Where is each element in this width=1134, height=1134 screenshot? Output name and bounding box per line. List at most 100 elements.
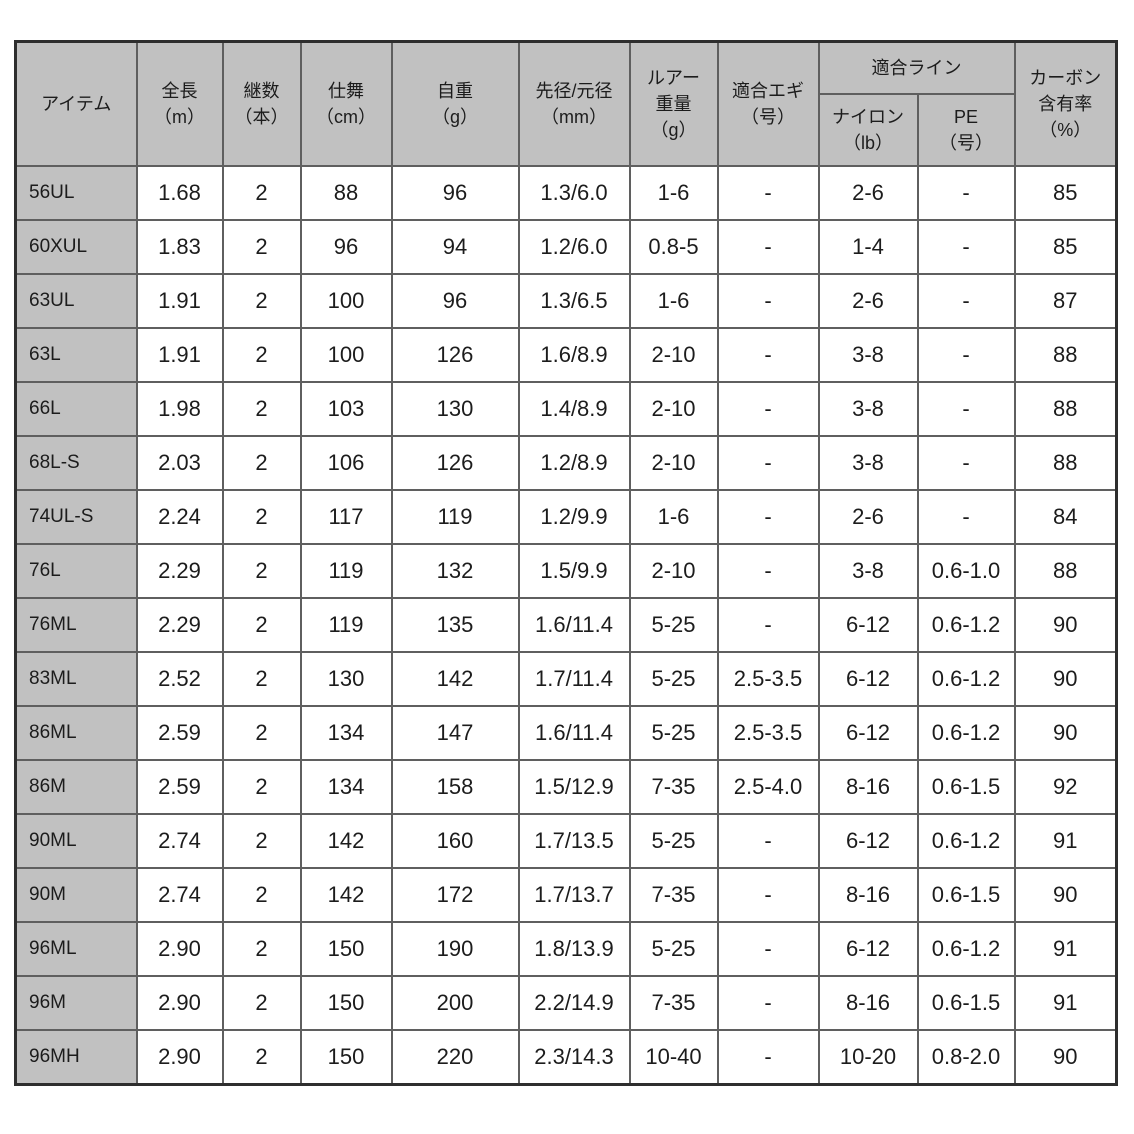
value-cell: 1.3/6.5 <box>517 273 631 329</box>
value-cell: 1-4 <box>817 219 919 275</box>
value-cell: - <box>916 489 1016 545</box>
value-cell: 119 <box>299 597 393 653</box>
value-cell: 1.8/13.9 <box>517 921 631 977</box>
value-cell: 2.5-3.5 <box>716 705 820 761</box>
table-row: 83ML 2.52 2 130 142 1.7/11.4 5-25 2.5-3.5 6-12 0.… <box>14 651 1118 707</box>
value-cell: 158 <box>390 759 520 815</box>
value-cell: 3-8 <box>817 435 919 491</box>
value-cell: 0.6-1.2 <box>916 921 1016 977</box>
value-cell: 134 <box>299 705 393 761</box>
value-cell: - <box>916 219 1016 275</box>
value-cell: 0.8-5 <box>628 219 719 275</box>
value-cell: 84 <box>1013 489 1118 545</box>
col-header-pieces: 継数 （本） <box>221 40 302 167</box>
value-cell: 5-25 <box>628 813 719 869</box>
value-cell: - <box>916 273 1016 329</box>
value-cell: 6-12 <box>817 813 919 869</box>
value-cell: 100 <box>299 273 393 329</box>
value-cell: 7-35 <box>628 759 719 815</box>
spec-table-header: アイテム 全長 （m） 継数 （本） 仕舞 （cm） 自重 （g） 先径/元径 … <box>14 40 1118 167</box>
value-cell: - <box>716 165 820 221</box>
value-cell: 1-6 <box>628 165 719 221</box>
value-cell: 2.2/14.9 <box>517 975 631 1031</box>
value-cell: 0.6-1.2 <box>916 651 1016 707</box>
value-cell: 91 <box>1013 975 1118 1031</box>
value-cell: 142 <box>299 867 393 923</box>
value-cell: 2-6 <box>817 273 919 329</box>
value-cell: 142 <box>390 651 520 707</box>
item-cell: 63L <box>14 327 138 383</box>
item-cell: 86ML <box>14 705 138 761</box>
table-row: 86M 2.59 2 134 158 1.5/12.9 7-35 2.5-4.0 8-16 0.6… <box>14 759 1118 815</box>
value-cell: 1.5/9.9 <box>517 543 631 599</box>
table-row: 96M 2.90 2 150 200 2.2/14.9 7-35-8-16 0.6-1.5 91 <box>14 975 1118 1031</box>
item-cell: 68L-S <box>14 435 138 491</box>
value-cell: 5-25 <box>628 597 719 653</box>
value-cell: 200 <box>390 975 520 1031</box>
col-header-nylon: ナイロン （lb） <box>817 93 919 167</box>
value-cell: 126 <box>390 327 520 383</box>
value-cell: 2.5-4.0 <box>716 759 820 815</box>
value-cell: 2-10 <box>628 381 719 437</box>
value-cell: 88 <box>1013 543 1118 599</box>
value-cell: 2.29 <box>135 597 224 653</box>
value-cell: 0.6-1.0 <box>916 543 1016 599</box>
item-cell: 63UL <box>14 273 138 329</box>
item-cell: 96M <box>14 975 138 1031</box>
col-header-item: アイテム <box>14 40 138 167</box>
item-cell: 66L <box>14 381 138 437</box>
item-cell: 90ML <box>14 813 138 869</box>
value-cell: 90 <box>1013 597 1118 653</box>
value-cell: 1-6 <box>628 273 719 329</box>
value-cell: 1.3/6.0 <box>517 165 631 221</box>
value-cell: - <box>716 867 820 923</box>
value-cell: 150 <box>299 975 393 1031</box>
value-cell: 1.4/8.9 <box>517 381 631 437</box>
item-cell: 76ML <box>14 597 138 653</box>
value-cell: 103 <box>299 381 393 437</box>
value-cell: 1.2/9.9 <box>517 489 631 545</box>
value-cell: - <box>716 543 820 599</box>
table-row: 90M 2.74 2 142 172 1.7/13.7 7-35-8-16 0.6-1.5 90 <box>14 867 1118 923</box>
value-cell: 2.24 <box>135 489 224 545</box>
item-cell: 96MH <box>14 1029 138 1086</box>
value-cell: 2 <box>221 867 302 923</box>
value-cell: 10-40 <box>628 1029 719 1086</box>
value-cell: - <box>716 219 820 275</box>
col-header-closed: 仕舞 （cm） <box>299 40 393 167</box>
value-cell: 3-8 <box>817 381 919 437</box>
value-cell: 88 <box>1013 435 1118 491</box>
value-cell: 2.90 <box>135 921 224 977</box>
item-cell: 86M <box>14 759 138 815</box>
value-cell: 2 <box>221 543 302 599</box>
value-cell: 1.7/13.7 <box>517 867 631 923</box>
value-cell: 8-16 <box>817 759 919 815</box>
value-cell: 130 <box>390 381 520 437</box>
item-cell: 56UL <box>14 165 138 221</box>
value-cell: 1.83 <box>135 219 224 275</box>
table-row: 76ML 2.29 2 119 135 1.6/11.4 5-25-6-12 0.6-1.2 9… <box>14 597 1118 653</box>
value-cell: 1.7/11.4 <box>517 651 631 707</box>
value-cell: 2.59 <box>135 759 224 815</box>
value-cell: 2 <box>221 435 302 491</box>
value-cell: 2 <box>221 219 302 275</box>
col-header-line-group: 適合ライン <box>817 40 1016 95</box>
value-cell: 90 <box>1013 651 1118 707</box>
value-cell: 0.6-1.5 <box>916 759 1016 815</box>
value-cell: 2 <box>221 975 302 1031</box>
value-cell: 134 <box>299 759 393 815</box>
table-row: 96ML 2.90 2 150 190 1.8/13.9 5-25-6-12 0.6-1.2 9… <box>14 921 1118 977</box>
value-cell: 1.5/12.9 <box>517 759 631 815</box>
table-row: 66L 1.98 2 103 130 1.4/8.9 2-10-3-8-88 <box>14 381 1118 437</box>
value-cell: 2.52 <box>135 651 224 707</box>
value-cell: 2.5-3.5 <box>716 651 820 707</box>
value-cell: 92 <box>1013 759 1118 815</box>
value-cell: 0.6-1.2 <box>916 813 1016 869</box>
value-cell: 96 <box>390 273 520 329</box>
value-cell: - <box>916 435 1016 491</box>
header-row-sub: ナイロン （lb） PE （号） <box>16 93 1117 167</box>
value-cell: 2 <box>221 705 302 761</box>
value-cell: 2.90 <box>135 975 224 1031</box>
table-row: 96MH 2.90 2 150 220 2.3/14.3 10-40-10-20 0.8-2.… <box>14 1029 1118 1086</box>
